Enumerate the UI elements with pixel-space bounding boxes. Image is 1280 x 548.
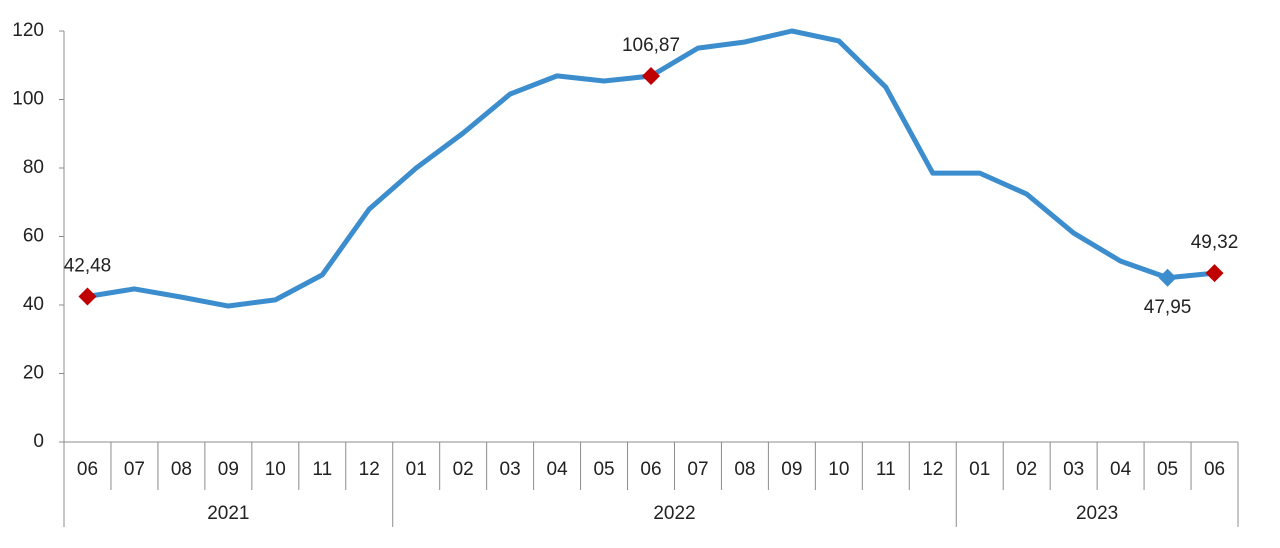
- x-tick-label: 08: [171, 459, 192, 480]
- x-tick-label: 02: [453, 459, 474, 480]
- data-label: 49,32: [1191, 232, 1239, 253]
- x-tick-label: 10: [265, 459, 286, 480]
- x-tick-label: 05: [593, 459, 614, 480]
- x-tick-label: 01: [969, 459, 990, 480]
- data-marker: [642, 66, 660, 85]
- x-tick-label: 11: [876, 459, 896, 480]
- x-tick-label: 10: [828, 459, 849, 480]
- year-label: 2021: [207, 503, 249, 524]
- x-tick-label: 11: [312, 459, 332, 480]
- x-tick-label: 04: [547, 459, 569, 480]
- x-tick-label: 05: [1157, 459, 1178, 480]
- x-tick-label: 07: [687, 459, 708, 480]
- data-marker: [1158, 268, 1177, 287]
- y-tick-label: 20: [23, 363, 44, 384]
- y-tick-label: 0: [33, 431, 44, 452]
- year-label: 2022: [653, 503, 695, 524]
- y-tick-label: 120: [12, 20, 44, 41]
- y-tick-label: 40: [23, 294, 44, 315]
- data-marker: [78, 287, 97, 306]
- x-tick-label: 02: [1016, 459, 1037, 480]
- x-tick-label: 08: [734, 459, 755, 480]
- data-marker: [1205, 264, 1224, 283]
- data-label: 42,48: [64, 256, 112, 277]
- x-tick-label: 12: [922, 459, 943, 480]
- y-tick-label: 60: [23, 226, 44, 247]
- y-tick-label: 80: [23, 157, 44, 178]
- x-tick-label: 07: [124, 459, 145, 480]
- x-tick-label: 06: [1204, 459, 1225, 480]
- x-tick-label: 01: [406, 459, 427, 480]
- data-label: 106,87: [622, 35, 680, 56]
- x-tick-label: 09: [218, 459, 239, 480]
- x-tick-label: 06: [640, 459, 661, 480]
- y-tick-label: 100: [12, 89, 44, 110]
- year-label: 2023: [1076, 503, 1118, 524]
- x-tick-label: 04: [1110, 459, 1132, 480]
- x-tick-label: 03: [1063, 459, 1084, 480]
- x-tick-label: 12: [359, 459, 380, 480]
- data-label: 47,95: [1144, 297, 1192, 318]
- x-tick-label: 06: [77, 459, 98, 480]
- x-tick-label: 09: [781, 459, 802, 480]
- x-tick-label: 03: [500, 459, 521, 480]
